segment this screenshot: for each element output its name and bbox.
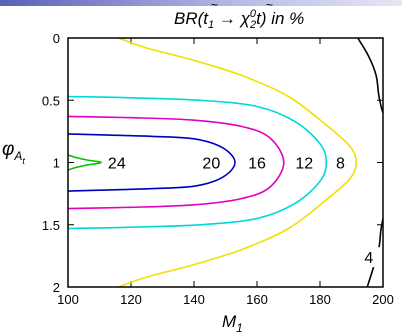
contour-label-12: 12 (295, 156, 313, 173)
contour-label-4: 4 (364, 250, 373, 267)
contour-label-bg (357, 247, 380, 268)
contour-label-bg (105, 152, 128, 173)
title-tilde-chi: ~ (266, 0, 273, 12)
y-axis-label: φAt (2, 139, 25, 166)
x-axis-label: M1 (222, 312, 243, 334)
contour-labels: 24 20 16 12 8 4 (105, 152, 380, 268)
plot-frame (67, 37, 384, 288)
contour-8 (118, 37, 358, 288)
title-tilde-t: ~ (211, 0, 218, 12)
contour-label-16: 16 (248, 156, 266, 173)
x-tick-label: 200 (372, 292, 394, 307)
y-tick-label: 0.5 (42, 93, 60, 108)
x-tick-label: 140 (183, 292, 205, 307)
contour-label-8: 8 (336, 156, 345, 173)
y-tick-label: 0 (53, 31, 60, 46)
contour-20 (67, 133, 236, 192)
contour-label-bg (329, 152, 352, 173)
contour-4 (357, 37, 384, 113)
x-tick-label: 120 (120, 292, 142, 307)
contour-label-bg (246, 152, 268, 173)
y-tick-label: 1 (53, 156, 60, 171)
y-tick-label: 1.5 (42, 218, 60, 233)
contour-label-bg (293, 152, 316, 173)
chart-title: BR(t1 → χ0 2t) in % (174, 8, 304, 31)
contour-24 (67, 154, 102, 171)
contour-12 (67, 95, 328, 230)
slide-top-bar (0, 0, 402, 6)
contour-16 (67, 115, 285, 210)
contour-label-20: 20 (202, 156, 220, 173)
contour-label-24: 24 (108, 156, 126, 173)
x-tick-label: 100 (57, 292, 79, 307)
contour-label-bg (200, 152, 223, 173)
x-tick-label: 180 (309, 292, 331, 307)
y-tick-label: 2 (53, 280, 60, 295)
x-tick-label: 160 (246, 292, 268, 307)
contour-lines (67, 37, 384, 288)
